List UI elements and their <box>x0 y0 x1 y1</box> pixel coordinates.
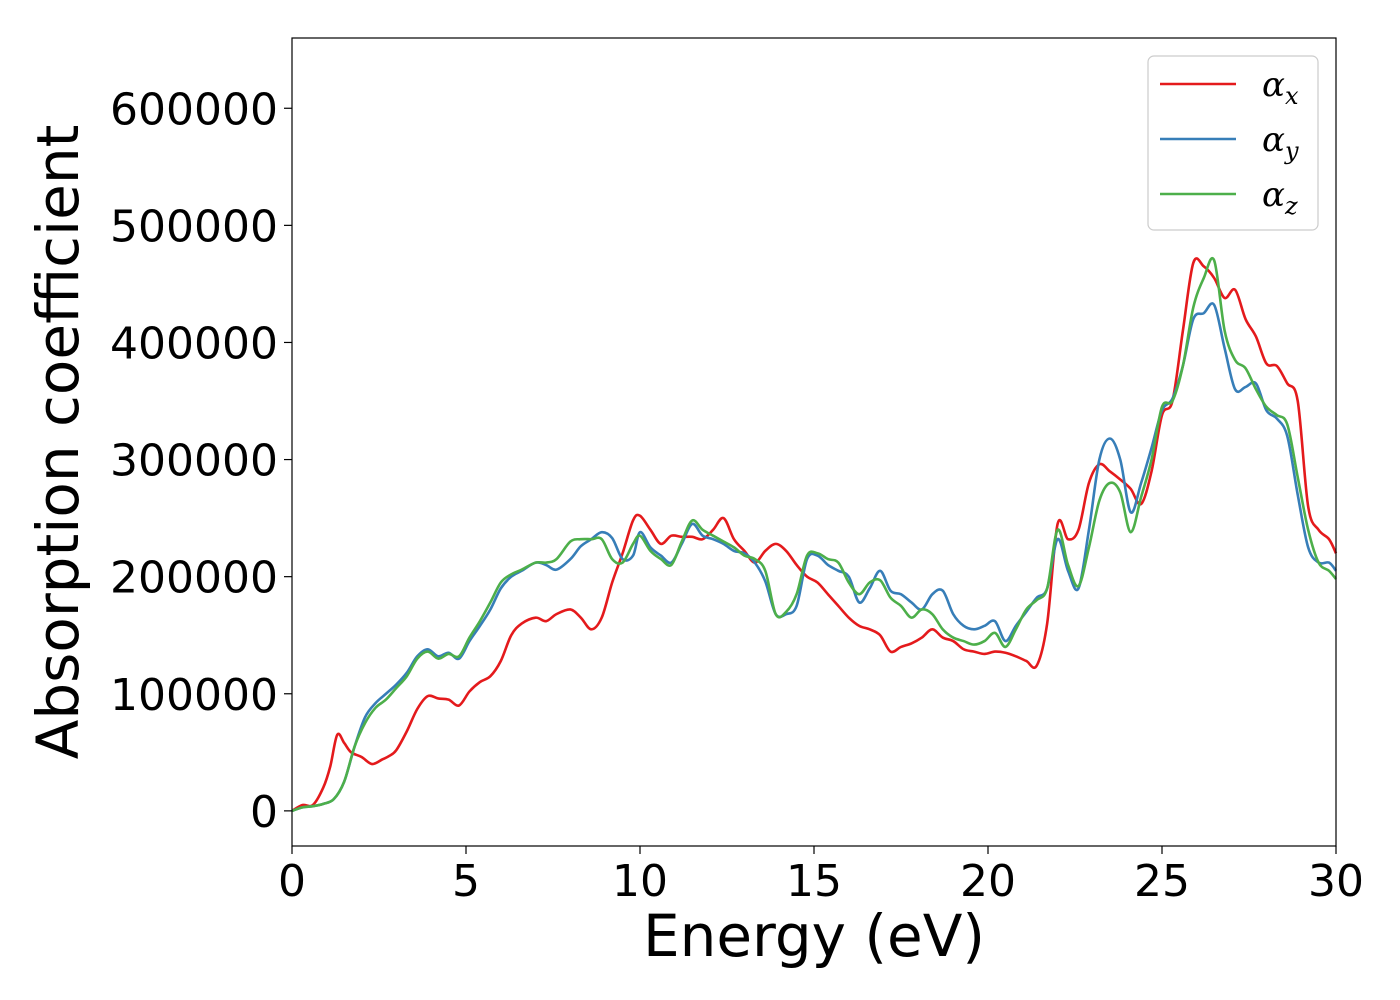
y-tick-label: 0 <box>250 787 278 838</box>
y-tick-label: 300000 <box>110 436 278 487</box>
y-tick-label: 100000 <box>110 670 278 721</box>
y-tick-label: 200000 <box>110 553 278 604</box>
x-axis-ticks: 0 5 10 15 20 25 30 <box>278 846 1364 907</box>
y-tick-label: 600000 <box>110 84 278 135</box>
series-line-x <box>291 257 1338 813</box>
x-axis-title: Energy (eV) <box>643 902 985 970</box>
legend-label-x: αx <box>1262 65 1299 110</box>
y-axis-ticks: 0 100000 200000 300000 400000 500000 600000 <box>110 84 292 838</box>
legend-label-y: αy <box>1262 120 1299 165</box>
x-tick-label: 20 <box>960 856 1016 907</box>
series-line-y <box>291 302 1338 813</box>
legend: αx αy αz <box>1147 55 1319 231</box>
x-tick-label: 15 <box>786 856 842 907</box>
y-axis-title: Absorption coefficient <box>24 125 92 760</box>
legend-box <box>1147 55 1319 231</box>
x-tick-label: 10 <box>612 856 668 907</box>
x-tick-label: 30 <box>1308 856 1364 907</box>
x-tick-label: 25 <box>1134 856 1190 907</box>
y-tick-label: 500000 <box>110 201 278 252</box>
x-tick-label: 0 <box>278 856 306 907</box>
series-lines <box>291 257 1338 813</box>
legend-label-z: αz <box>1262 175 1298 220</box>
y-tick-label: 400000 <box>110 318 278 369</box>
series-line-z <box>291 257 1338 813</box>
x-tick-label: 5 <box>452 856 480 907</box>
